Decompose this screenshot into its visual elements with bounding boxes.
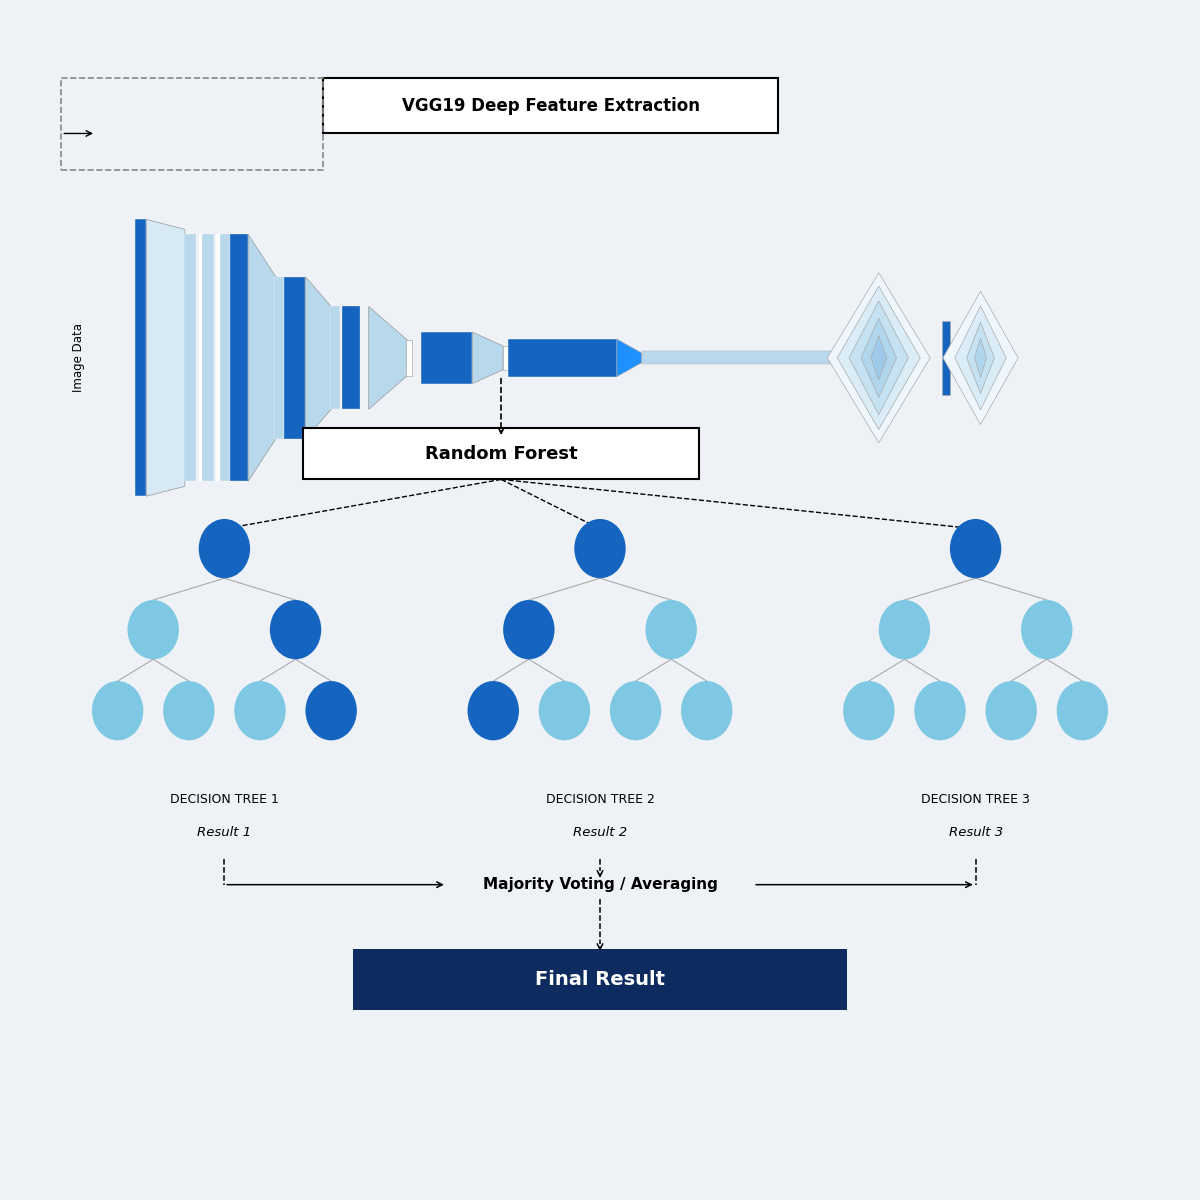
Ellipse shape <box>914 682 966 740</box>
Polygon shape <box>967 323 995 394</box>
Polygon shape <box>248 234 276 481</box>
Text: DECISION TREE 1: DECISION TREE 1 <box>170 793 278 806</box>
Polygon shape <box>850 301 908 415</box>
Ellipse shape <box>1057 682 1108 740</box>
Text: Final Result: Final Result <box>535 970 665 989</box>
Bar <box>407 340 412 376</box>
Bar <box>221 234 233 481</box>
Ellipse shape <box>92 682 143 740</box>
Bar <box>330 306 340 409</box>
Bar <box>61 78 323 170</box>
Polygon shape <box>368 306 407 409</box>
FancyBboxPatch shape <box>304 428 698 480</box>
Ellipse shape <box>1021 600 1073 659</box>
Bar <box>342 306 348 409</box>
Polygon shape <box>827 272 930 443</box>
Ellipse shape <box>539 682 590 740</box>
Text: VGG19 Deep Feature Extraction: VGG19 Deep Feature Extraction <box>402 97 700 115</box>
Polygon shape <box>955 306 1007 409</box>
Bar <box>503 346 508 370</box>
Bar <box>202 234 214 481</box>
Ellipse shape <box>682 682 732 740</box>
Bar <box>199 234 205 481</box>
Ellipse shape <box>306 682 356 740</box>
Bar <box>508 340 617 377</box>
Ellipse shape <box>575 518 625 578</box>
Ellipse shape <box>950 518 1001 578</box>
Text: Result 3: Result 3 <box>948 826 1003 839</box>
Ellipse shape <box>646 600 697 659</box>
Text: Result 1: Result 1 <box>197 826 252 839</box>
Ellipse shape <box>234 682 286 740</box>
Bar <box>184 234 196 481</box>
Bar <box>216 234 222 481</box>
Bar <box>230 234 248 481</box>
Bar <box>342 306 360 409</box>
Bar <box>942 320 950 395</box>
FancyBboxPatch shape <box>353 949 847 1010</box>
Text: Image Data: Image Data <box>72 323 85 392</box>
Polygon shape <box>974 338 986 378</box>
Text: Majority Voting / Averaging: Majority Voting / Averaging <box>482 877 718 892</box>
Bar <box>134 220 146 497</box>
Polygon shape <box>146 220 185 497</box>
Text: Result 2: Result 2 <box>572 826 628 839</box>
FancyBboxPatch shape <box>323 78 778 133</box>
Ellipse shape <box>163 682 215 740</box>
Polygon shape <box>306 277 331 439</box>
Bar <box>421 332 473 384</box>
Bar <box>274 277 283 439</box>
Ellipse shape <box>468 682 518 740</box>
Ellipse shape <box>878 600 930 659</box>
Polygon shape <box>617 340 642 377</box>
Ellipse shape <box>199 518 250 578</box>
Ellipse shape <box>610 682 661 740</box>
Polygon shape <box>860 318 896 397</box>
Ellipse shape <box>127 600 179 659</box>
Ellipse shape <box>270 600 322 659</box>
Ellipse shape <box>503 600 554 659</box>
Ellipse shape <box>985 682 1037 740</box>
Bar <box>283 277 306 439</box>
Text: DECISION TREE 3: DECISION TREE 3 <box>922 793 1030 806</box>
Polygon shape <box>473 332 503 384</box>
Ellipse shape <box>844 682 894 740</box>
Polygon shape <box>943 292 1018 425</box>
Bar <box>642 352 859 365</box>
Bar <box>286 277 292 439</box>
Text: DECISION TREE 2: DECISION TREE 2 <box>546 793 654 806</box>
Polygon shape <box>838 286 920 430</box>
Text: Random Forest: Random Forest <box>425 445 577 463</box>
Polygon shape <box>871 336 887 380</box>
